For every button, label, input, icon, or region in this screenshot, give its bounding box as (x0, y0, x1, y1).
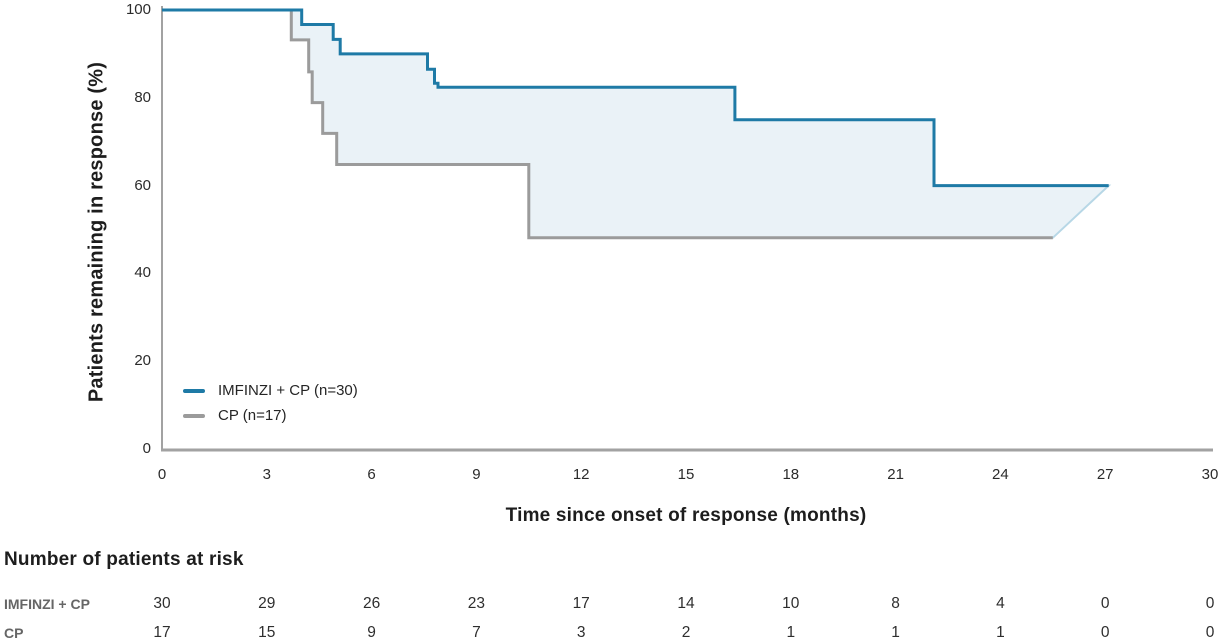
risk-value-imfinzi-cp-m0: 30 (153, 595, 171, 612)
legend-item-imfinzi-cp: IMFINZI + CP (n=30) (183, 378, 358, 403)
risk-value-cp-m12: 3 (576, 624, 586, 640)
x-tick-0: 0 (157, 466, 167, 483)
y-tick-100: 100 (125, 1, 151, 18)
risk-value-cp-m9: 7 (472, 624, 481, 640)
risk-value-imfinzi-cp-m21: 8 (891, 595, 900, 612)
x-axis-title: Time since onset of response (months) (505, 505, 867, 526)
y-axis-title: Patients remaining in response (%) (85, 61, 108, 403)
y-tick-20: 20 (134, 352, 151, 370)
risk-value-imfinzi-cp-m15: 14 (677, 595, 695, 612)
risk-value-imfinzi-cp-m18: 10 (782, 595, 800, 612)
y-tick-60: 60 (134, 176, 151, 194)
x-tick-27: 27 (1096, 466, 1114, 483)
risk-value-imfinzi-cp-m3: 29 (258, 595, 276, 612)
x-tick-30: 30 (1201, 466, 1219, 483)
imfinzi-cp-curve (162, 8, 1109, 188)
x-tick-21: 21 (887, 466, 904, 483)
risk-value-imfinzi-cp-m27: 0 (1100, 595, 1110, 612)
risk-value-cp-m6: 9 (367, 624, 376, 640)
x-tick-9: 9 (472, 466, 481, 483)
risk-value-cp-m0: 17 (153, 624, 171, 640)
x-tick-12: 12 (572, 466, 590, 483)
risk-row-label-imfinzi-cp: IMFINZI + CP (4, 596, 90, 612)
risk-value-cp-m18: 1 (786, 624, 796, 640)
legend-label-imfinzi-cp: IMFINZI + CP (n=30) (218, 382, 358, 399)
y-tick-80: 80 (134, 88, 151, 106)
x-tick-15: 15 (677, 466, 695, 483)
legend: IMFINZI + CP (n=30) CP (n=17) (183, 378, 358, 428)
x-tick-6: 6 (367, 466, 376, 483)
cp-line-swatch (183, 413, 205, 418)
y-tick-40: 40 (134, 264, 151, 282)
risk-value-imfinzi-cp-m9: 23 (467, 595, 486, 612)
confidence-band (162, 9, 1112, 239)
imfinzi-cp-line-swatch (183, 388, 205, 393)
risk-value-imfinzi-cp-m6: 26 (362, 595, 381, 612)
risk-value-cp-m30: 0 (1205, 624, 1215, 640)
risk-value-imfinzi-cp-m24: 4 (996, 595, 1005, 612)
x-tick-24: 24 (992, 466, 1009, 483)
risk-table-title: Number of patients at risk (4, 549, 244, 570)
risk-value-imfinzi-cp-m12: 17 (572, 595, 590, 612)
risk-value-cp-m3: 15 (258, 624, 276, 640)
risk-row-label-cp: CP (4, 625, 24, 640)
legend-item-cp: CP (n=17) (183, 403, 358, 428)
risk-value-cp-m24: 1 (996, 624, 1005, 640)
risk-value-cp-m15: 2 (681, 624, 691, 640)
y-tick-0: 0 (142, 440, 151, 457)
cp-curve (162, 8, 1053, 240)
x-tick-3: 3 (262, 466, 271, 483)
risk-value-imfinzi-cp-m30: 0 (1205, 595, 1215, 612)
legend-label-cp: CP (n=17) (218, 407, 287, 424)
risk-value-cp-m21: 1 (891, 624, 900, 640)
x-tick-18: 18 (782, 466, 800, 483)
risk-value-cp-m27: 0 (1100, 624, 1110, 640)
